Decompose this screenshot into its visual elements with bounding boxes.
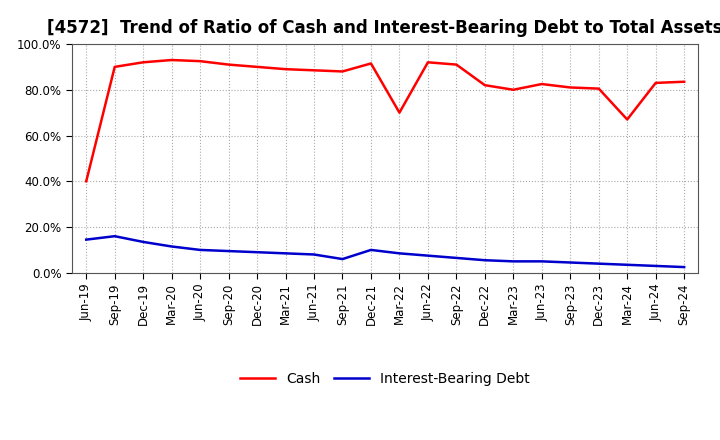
Cash [680, 79, 688, 84]
Cash [509, 87, 518, 92]
Cash [196, 59, 204, 64]
Line: Cash: Cash [86, 60, 684, 181]
Cash [139, 60, 148, 65]
Legend: Cash, Interest-Bearing Debt: Cash, Interest-Bearing Debt [235, 367, 536, 392]
Interest-Bearing Debt [395, 251, 404, 256]
Interest-Bearing Debt [139, 239, 148, 245]
Cash [225, 62, 233, 67]
Cash [167, 57, 176, 62]
Interest-Bearing Debt [423, 253, 432, 258]
Cash [452, 62, 461, 67]
Cash [652, 80, 660, 85]
Cash [253, 64, 261, 70]
Interest-Bearing Debt [282, 251, 290, 256]
Interest-Bearing Debt [566, 260, 575, 265]
Cash [395, 110, 404, 115]
Interest-Bearing Debt [196, 247, 204, 253]
Cash [537, 81, 546, 87]
Interest-Bearing Debt [595, 261, 603, 266]
Interest-Bearing Debt [225, 249, 233, 254]
Cash [623, 117, 631, 122]
Cash [310, 68, 318, 73]
Interest-Bearing Debt [253, 249, 261, 255]
Interest-Bearing Debt [537, 259, 546, 264]
Line: Interest-Bearing Debt: Interest-Bearing Debt [86, 236, 684, 267]
Cash [282, 66, 290, 72]
Interest-Bearing Debt [509, 259, 518, 264]
Cash [423, 60, 432, 65]
Cash [338, 69, 347, 74]
Title: [4572]  Trend of Ratio of Cash and Interest-Bearing Debt to Total Assets: [4572] Trend of Ratio of Cash and Intere… [48, 19, 720, 37]
Interest-Bearing Debt [110, 234, 119, 239]
Cash [366, 61, 375, 66]
Interest-Bearing Debt [82, 237, 91, 242]
Cash [480, 83, 489, 88]
Interest-Bearing Debt [480, 257, 489, 263]
Interest-Bearing Debt [310, 252, 318, 257]
Cash [595, 86, 603, 91]
Interest-Bearing Debt [680, 264, 688, 270]
Interest-Bearing Debt [623, 262, 631, 268]
Interest-Bearing Debt [652, 263, 660, 268]
Interest-Bearing Debt [452, 255, 461, 260]
Interest-Bearing Debt [366, 247, 375, 253]
Cash [110, 64, 119, 70]
Cash [82, 179, 91, 184]
Cash [566, 85, 575, 90]
Interest-Bearing Debt [167, 244, 176, 249]
Interest-Bearing Debt [338, 257, 347, 262]
